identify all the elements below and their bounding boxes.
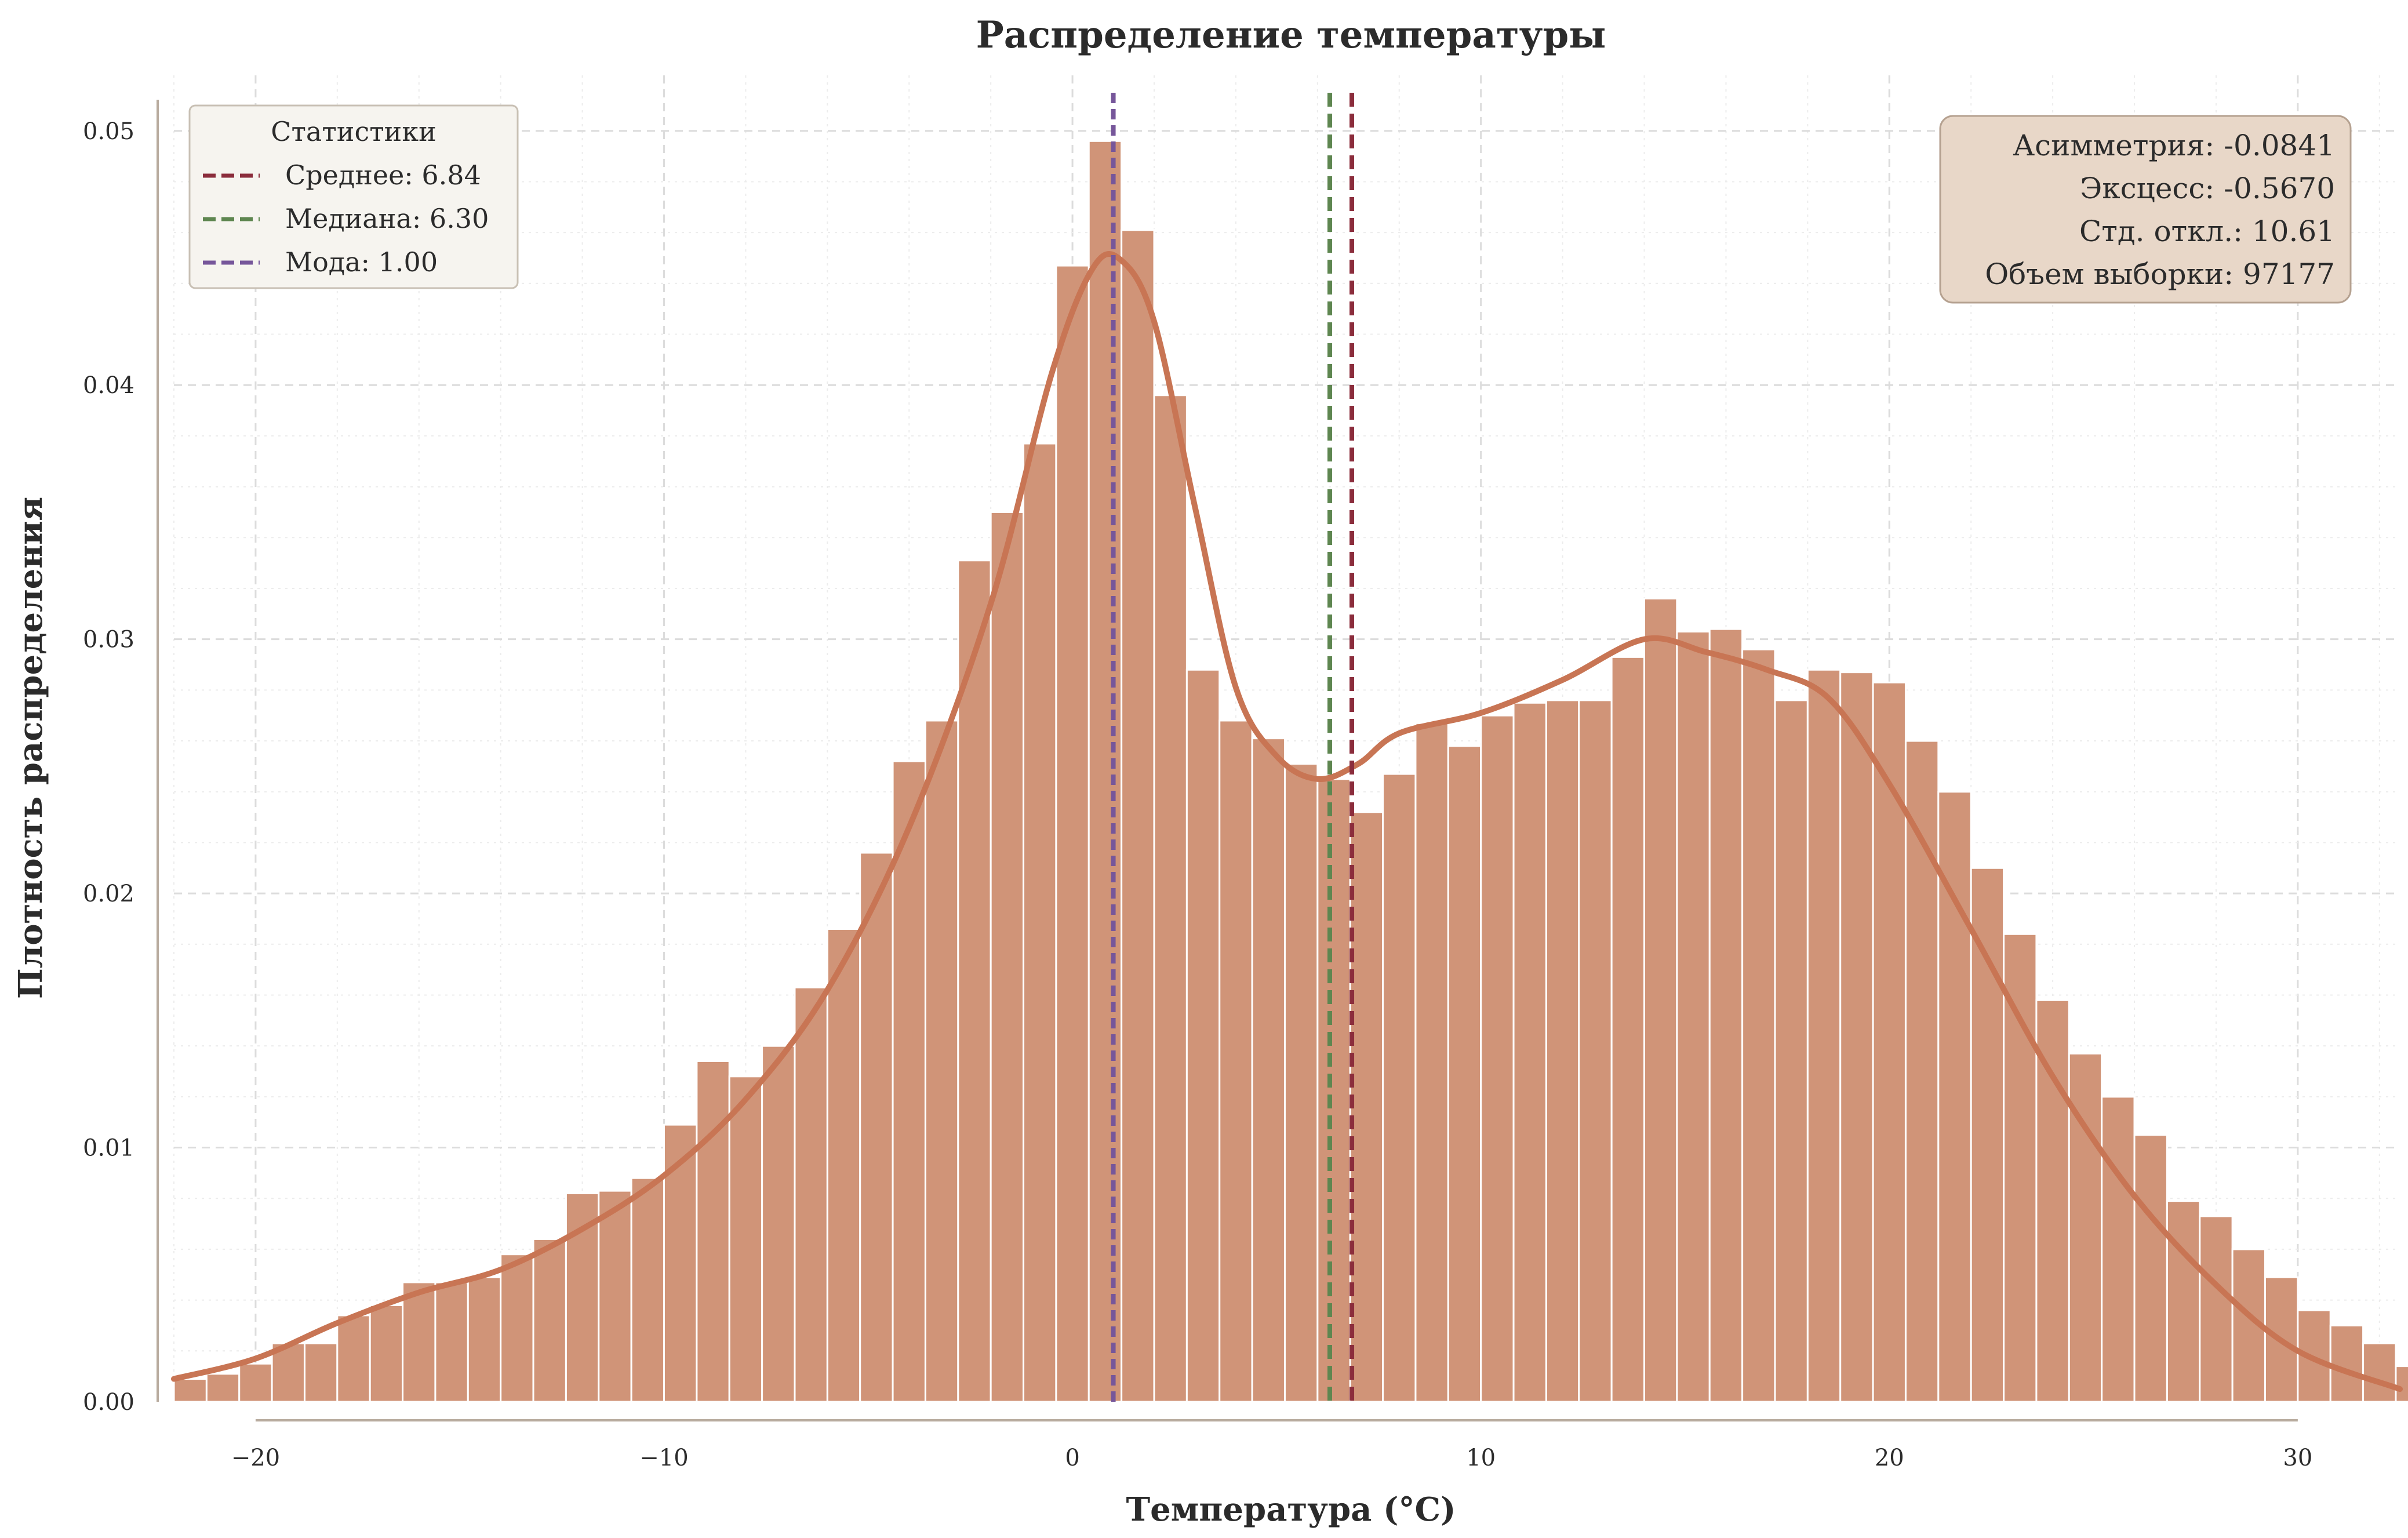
histogram-bar	[1839, 671, 1874, 1403]
histogram-bar	[1708, 628, 1744, 1403]
histogram-bar	[1447, 745, 1482, 1403]
histogram-bar	[1414, 722, 1449, 1403]
kde-curve-layer	[171, 251, 2403, 1392]
histogram-bar	[1382, 773, 1417, 1403]
histogram-bar	[173, 1378, 208, 1403]
y-tick-label: 0.00	[83, 1389, 134, 1416]
histogram-bar	[2166, 1200, 2201, 1403]
histogram-bar	[728, 1075, 763, 1403]
statistics-box-frame	[1939, 115, 2352, 304]
histogram-bar	[1806, 668, 1842, 1403]
histogram-bar	[859, 852, 894, 1403]
histogram-bar	[303, 1342, 339, 1403]
histogram-bar	[663, 1123, 698, 1403]
histogram-bar	[2101, 1096, 2136, 1403]
y-tick-label: 0.03	[83, 627, 134, 653]
chart-title: Распределение температуры	[976, 13, 1606, 57]
histogram-bar	[1349, 811, 1384, 1403]
y-tick-label: 0.01	[83, 1135, 134, 1162]
x-tick-label: −10	[639, 1445, 688, 1471]
histogram-bar	[1643, 598, 1678, 1403]
histogram-bar	[205, 1373, 241, 1403]
histogram-bar	[1545, 699, 1580, 1403]
histogram-bar	[467, 1276, 502, 1403]
histogram-bar	[892, 760, 926, 1403]
histogram-bar	[1218, 719, 1253, 1403]
legend-mean-label: Среднее: 6.84	[285, 159, 481, 191]
x-tick-label: −20	[231, 1445, 280, 1471]
legend: Статистики Среднее: 6.84 Медиана: 6.30 М…	[188, 104, 519, 289]
histogram-bar	[826, 928, 861, 1403]
legend-median-label: Медиана: 6.30	[285, 203, 489, 234]
x-tick-label: 20	[1875, 1445, 1904, 1471]
histogram-bar	[1153, 394, 1188, 1403]
histogram-bar	[1185, 668, 1221, 1403]
tick-labels: −20 −10 0 10 20 30 0.00 0.01 0.02 0.03 0.04 0.05	[83, 118, 2312, 1471]
histogram-bar	[1872, 681, 1907, 1403]
legend-title: Статистики	[271, 116, 436, 147]
y-axis-label: Плотность распределения	[12, 497, 50, 999]
histogram-bar	[336, 1314, 371, 1403]
histogram-bar	[2329, 1324, 2365, 1403]
legend-mode-label: Мода: 1.00	[285, 246, 438, 278]
x-tick-label: 30	[2283, 1445, 2312, 1471]
histogram-bar	[630, 1177, 665, 1403]
histogram-bar	[794, 986, 828, 1403]
histogram-bar	[2035, 999, 2070, 1403]
x-tick-label: 0	[1065, 1445, 1079, 1471]
histogram-bar	[696, 1060, 730, 1403]
axes	[157, 100, 2298, 1421]
x-tick-label: 10	[1466, 1445, 1496, 1471]
histogram-bar	[598, 1190, 632, 1403]
histogram-bar	[1283, 762, 1319, 1403]
histogram-bar	[238, 1362, 273, 1403]
histogram-bar	[2362, 1342, 2397, 1403]
x-axis-label: Температура (°C)	[1126, 1490, 1456, 1529]
stats-std: Стд. откл.: 10.61	[2079, 214, 2335, 248]
y-tick-label: 0.05	[83, 118, 134, 145]
y-tick-label: 0.04	[83, 372, 134, 399]
histogram-bar	[957, 559, 992, 1403]
histogram-bar	[369, 1304, 404, 1403]
histogram-bar	[1741, 648, 1776, 1403]
histogram-bar	[1121, 229, 1155, 1403]
histogram-bar	[1512, 701, 1547, 1403]
histogram-bar	[2395, 1365, 2408, 1403]
y-tick-label: 0.02	[83, 881, 134, 907]
histogram-bar	[1251, 737, 1286, 1403]
histogram-bar	[1937, 791, 1972, 1403]
histogram-bars	[173, 140, 2408, 1403]
histogram-bar	[1055, 264, 1090, 1403]
histogram-bar	[1087, 140, 1123, 1403]
histogram-bar	[761, 1045, 796, 1403]
histogram-bar	[2133, 1134, 2168, 1403]
histogram-bar	[990, 511, 1025, 1403]
histogram-bar	[402, 1281, 437, 1403]
stats-skewness: Асимметрия: -0.0841	[2013, 129, 2335, 162]
histogram-bar	[500, 1253, 534, 1403]
histogram-bar	[1316, 778, 1351, 1403]
histogram-bar	[924, 719, 959, 1403]
stats-kurtosis: Эксцесс: -0.5670	[2080, 172, 2335, 205]
legend-box	[188, 104, 519, 289]
histogram-bar	[1774, 699, 1809, 1403]
stats-sample-size: Объем выборки: 97177	[1985, 257, 2335, 291]
histogram-bar	[1578, 699, 1613, 1403]
histogram-bar	[2199, 1215, 2234, 1403]
histogram-bar	[1610, 656, 1646, 1403]
histogram-bar	[532, 1238, 567, 1403]
statistic-lines	[1111, 93, 1355, 1402]
statistics-box: Асимметрия: -0.0841 Эксцесс: -0.5670 Стд…	[1939, 115, 2352, 304]
histogram-bar	[1480, 714, 1515, 1403]
histogram-bar	[1676, 631, 1711, 1403]
histogram-bar	[434, 1281, 469, 1403]
histogram-bar	[1970, 867, 2005, 1403]
histogram-bar	[1023, 442, 1057, 1403]
kde-curve	[171, 251, 2403, 1392]
